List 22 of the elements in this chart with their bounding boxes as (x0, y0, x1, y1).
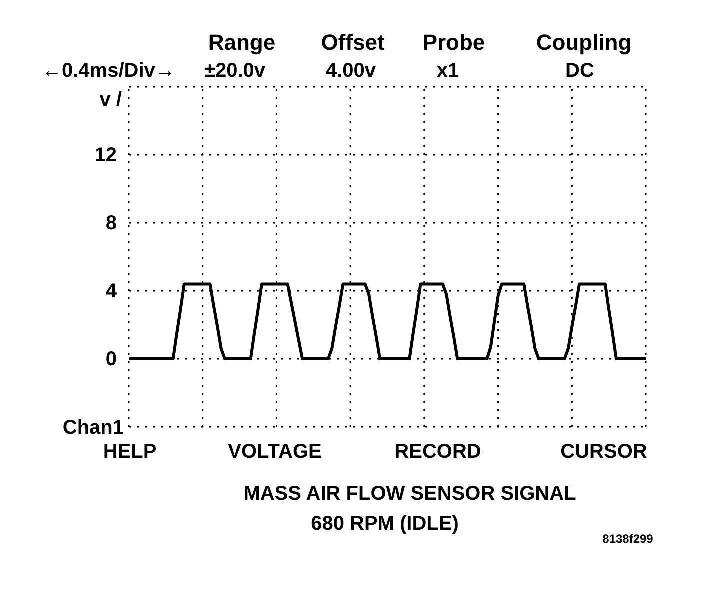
text: Chan1 (62, 417, 124, 439)
text: 4.00v (326, 60, 377, 82)
text: Probe (422, 30, 486, 55)
text: HELP (103, 441, 157, 463)
y-tick-label: 12 (94, 144, 117, 166)
text: 680 RPM (IDLE) (311, 513, 459, 535)
y-tick-label: 0 (106, 348, 117, 370)
text: ←0.4ms/Div→ (42, 60, 176, 82)
text: DC (566, 60, 594, 82)
text: Coupling (536, 30, 632, 55)
y-tick-label: 4 (106, 280, 118, 302)
text: x1 (436, 60, 460, 82)
text: Range (208, 30, 276, 55)
text: CURSOR (560, 441, 648, 463)
text: RECORD (394, 441, 482, 463)
text: ±20.0v (204, 60, 266, 82)
text: MASS AIR FLOW SENSOR SIGNAL (244, 483, 576, 505)
text: 8138f299 (602, 532, 654, 546)
text: VOLTAGE (228, 441, 322, 463)
y-tick-label: 8 (106, 212, 117, 234)
text: Offset (321, 30, 386, 55)
y-axis-title: v / (100, 89, 122, 111)
